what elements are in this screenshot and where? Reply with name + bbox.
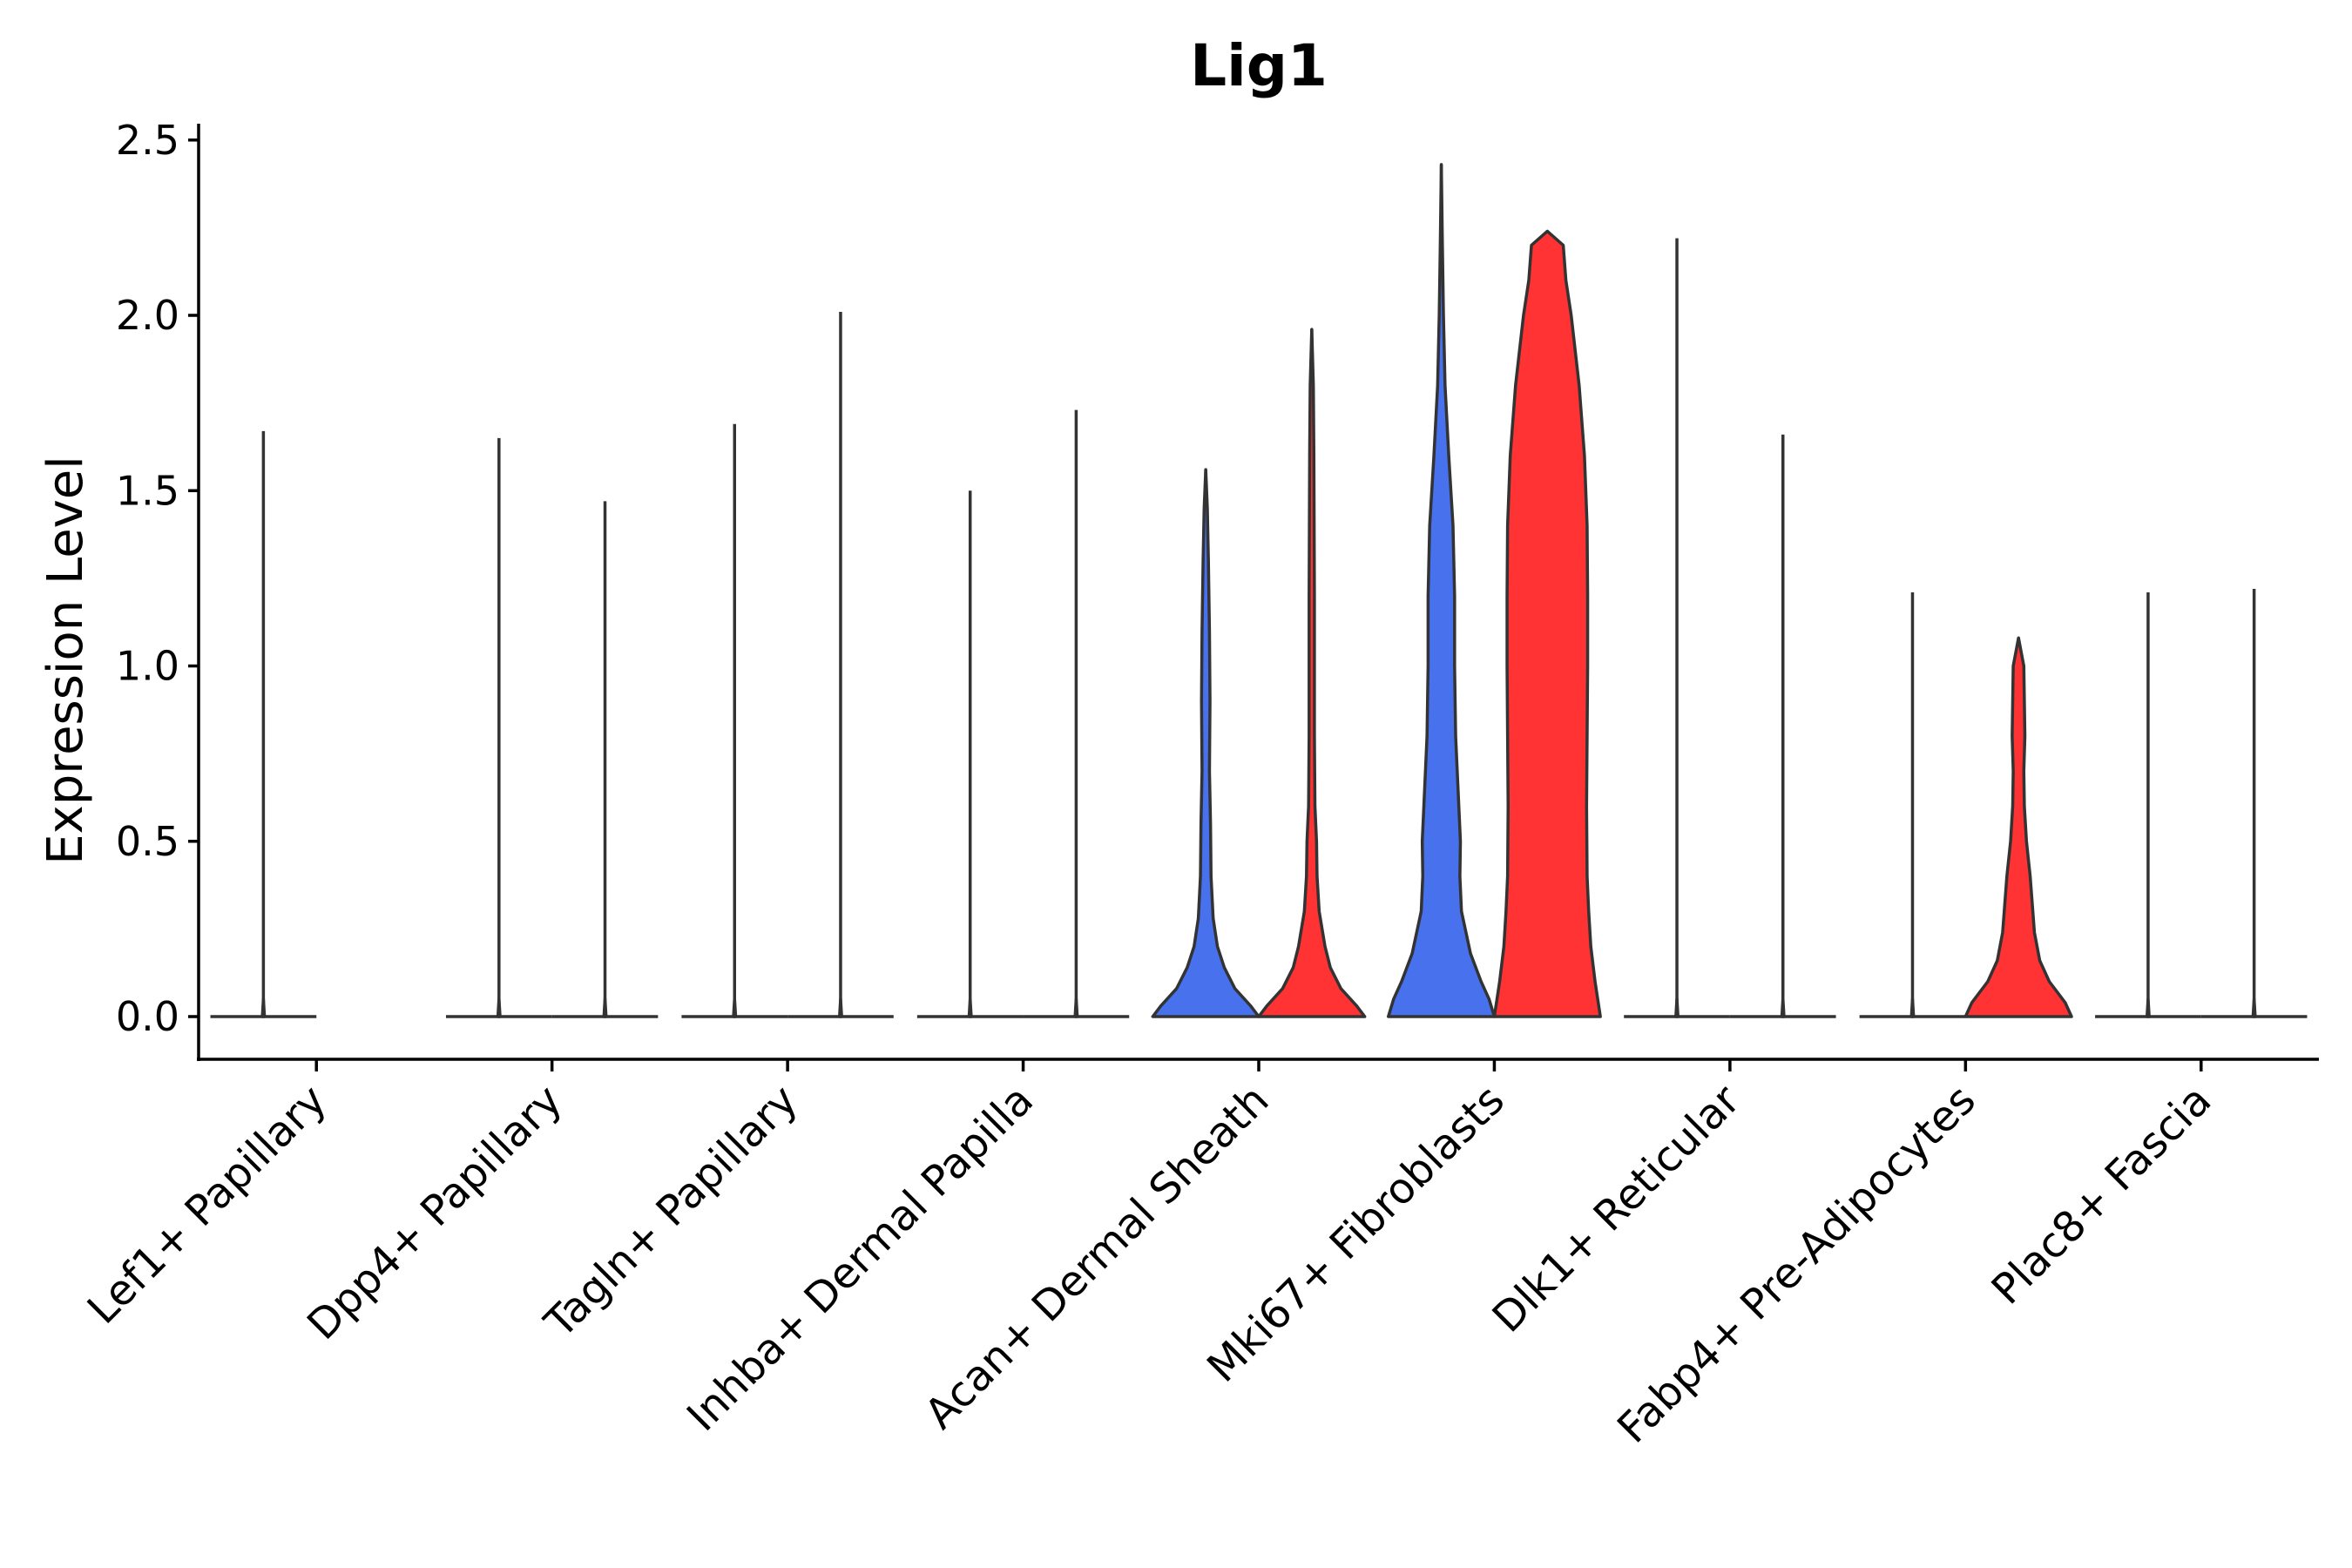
violin-body-group-2	[1780, 997, 1786, 1018]
violins-layer	[210, 163, 2308, 1018]
x-tick-label: Tagln+ Papillary	[535, 1076, 807, 1348]
violin-body-group-2	[1492, 229, 1602, 1018]
chart-title: Lig1	[1190, 32, 1328, 99]
x-tick-label: Lef1+ Papillary	[78, 1076, 336, 1334]
violin-body-group-2	[837, 997, 843, 1018]
violin-body-group-1	[260, 997, 267, 1018]
violin-body-group-1	[1909, 997, 1916, 1018]
x-tick-label: Dpp4+ Papillary	[298, 1076, 571, 1349]
violin-body-group-1	[2145, 997, 2151, 1018]
violin-body-group-2	[602, 997, 608, 1018]
y-tick-label: 1.5	[116, 467, 179, 514]
violin-body-group-2	[1963, 636, 2073, 1018]
y-tick-label: 2.5	[116, 117, 179, 164]
violin-body-group-1	[967, 997, 973, 1018]
x-tick-label: Plac8+ Fascia	[1983, 1076, 2221, 1315]
y-tick-label: 0.5	[116, 818, 179, 865]
y-axis-ticks: 0.0 0.5 1.0 1.5 2.0 2.5	[116, 117, 199, 1040]
y-tick-label: 2.0	[116, 292, 179, 339]
violin-body-group-2	[1257, 328, 1367, 1018]
y-axis-label: Expression Level	[37, 456, 94, 865]
violin-body-group-2	[1073, 997, 1079, 1018]
y-tick-label: 0.0	[116, 993, 179, 1040]
y-tick-label: 1.0	[116, 643, 179, 690]
violin-body-group-1	[1674, 997, 1680, 1018]
violin-body-group-1	[1386, 163, 1497, 1018]
violin-body-group-1	[1151, 468, 1260, 1018]
violin-body-group-2	[2251, 997, 2257, 1018]
violin-body-group-1	[496, 997, 502, 1018]
violin-body-group-1	[732, 997, 738, 1018]
x-tick-label: Dlk1+ Reticular	[1484, 1076, 1750, 1342]
